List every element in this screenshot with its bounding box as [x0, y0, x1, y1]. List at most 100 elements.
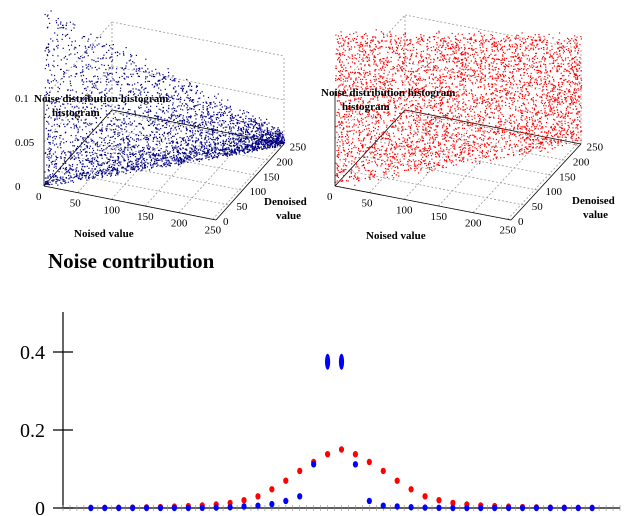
scatter-point — [160, 140, 163, 142]
side-wall-grid-line — [43, 21, 113, 99]
scatter-point — [123, 101, 126, 103]
scatter-point — [71, 165, 73, 167]
scatter-point — [55, 130, 57, 133]
scatter-point — [185, 148, 187, 150]
scatter-point — [482, 134, 484, 136]
scatter-point — [267, 141, 269, 143]
scatter-point — [84, 51, 86, 53]
scatter-point — [482, 122, 484, 124]
scatter-point — [160, 116, 162, 118]
scatter-point — [82, 66, 84, 68]
scatter-point — [358, 170, 360, 172]
scatter-point — [148, 124, 151, 126]
scatter-point — [124, 121, 126, 123]
scatter-point — [337, 149, 340, 151]
scatter-point — [166, 156, 168, 159]
scatter-point — [103, 149, 105, 151]
scatter-point — [130, 167, 132, 169]
scatter-point — [218, 111, 221, 113]
scatter-point — [156, 85, 158, 87]
scatter-point — [540, 47, 543, 49]
scatter-point — [337, 152, 340, 154]
scatter-point — [201, 114, 203, 117]
scatter-point — [214, 106, 216, 108]
scatter-point — [92, 149, 95, 152]
scatter-point — [433, 109, 435, 111]
scatter-point — [236, 119, 239, 121]
scatter-point — [70, 98, 73, 100]
scatter-point — [174, 78, 176, 80]
scatter-point — [200, 116, 202, 118]
scatter-point — [152, 166, 154, 168]
scatter-point — [258, 123, 260, 125]
scatter-point — [264, 139, 266, 142]
scatter-point — [49, 143, 51, 145]
scatter-point — [82, 35, 85, 38]
scatter-point — [384, 107, 386, 110]
scatter-point — [121, 171, 123, 173]
scatter-point — [212, 152, 214, 154]
scatter-point — [57, 90, 59, 93]
scatter-point — [417, 91, 419, 93]
scatter-point — [553, 85, 555, 87]
scatter-point — [191, 136, 194, 138]
scatter-point — [167, 94, 169, 96]
scatter-point — [214, 95, 216, 97]
scatter-point — [118, 152, 120, 154]
scatter-point — [101, 172, 103, 174]
scatter-point — [88, 174, 91, 177]
scatter-point — [208, 138, 210, 140]
scatter-point — [194, 110, 197, 113]
scatter-point — [150, 101, 152, 103]
scatter-point — [54, 151, 56, 153]
scatter-point — [75, 47, 77, 49]
scatter-point — [361, 58, 363, 61]
scatter-point — [225, 134, 227, 136]
scatter-point — [260, 136, 262, 138]
scatter-point — [131, 130, 133, 133]
scatter-point — [263, 147, 265, 149]
scatter-point — [215, 148, 217, 150]
scatter-point — [535, 46, 537, 49]
scatter-point — [214, 150, 216, 152]
scatter-point — [343, 54, 346, 56]
scatter-point — [94, 75, 96, 77]
scatter-point — [455, 46, 458, 49]
scatter-point — [345, 114, 347, 116]
scatter-point — [76, 127, 78, 129]
scatter-point — [189, 117, 192, 119]
scatter-point — [186, 129, 188, 131]
scatter-point — [76, 52, 79, 54]
scatter-point — [103, 139, 105, 142]
floor-grid-line — [97, 125, 270, 161]
scatter-point — [101, 163, 103, 165]
scatter-point — [542, 55, 544, 58]
scatter-point — [210, 124, 212, 126]
scatter-point — [579, 56, 581, 59]
scatter-point — [121, 84, 123, 86]
scatter-point — [377, 99, 379, 101]
scatter-point — [407, 145, 409, 148]
scatter-point — [50, 176, 52, 179]
scatter-point — [416, 42, 418, 44]
scatter-point — [208, 152, 210, 154]
scatter-point — [103, 64, 105, 67]
scatter-point — [203, 125, 205, 127]
scatter-point — [129, 90, 131, 92]
scatter-point — [218, 117, 220, 119]
scatter-point — [114, 152, 116, 154]
scatter-point — [252, 146, 254, 148]
scatter-point — [493, 37, 495, 40]
scatter-point — [116, 171, 118, 173]
scatter-point — [552, 135, 554, 138]
scatter-point — [228, 136, 230, 138]
scatter-point — [383, 172, 386, 174]
scatter-point — [247, 112, 250, 114]
scatter-point — [111, 73, 113, 75]
scatter-point — [50, 157, 52, 159]
scatter-point — [154, 136, 156, 138]
scatter-point — [238, 137, 240, 139]
scatter-point — [127, 84, 129, 86]
scatter-point — [339, 55, 342, 57]
scatter-point — [466, 136, 469, 138]
